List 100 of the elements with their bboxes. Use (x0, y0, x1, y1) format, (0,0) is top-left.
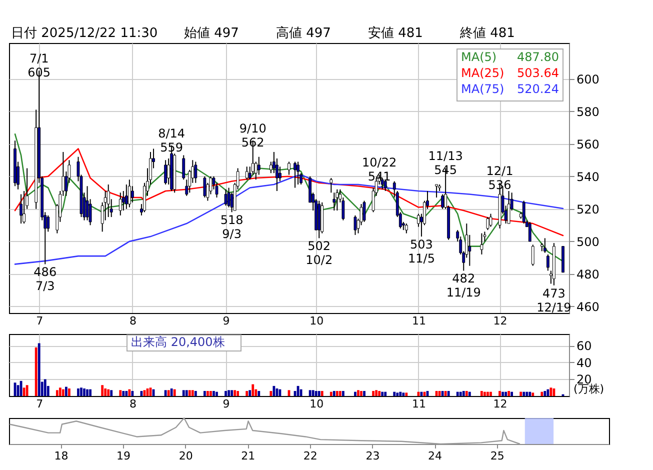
candlestick (227, 187, 230, 208)
bar (246, 390, 248, 396)
bar (210, 390, 212, 396)
bar (131, 390, 134, 396)
bar (167, 390, 170, 396)
annotation: 10/22 541 (362, 156, 397, 184)
bar (258, 390, 260, 396)
bar (185, 390, 188, 396)
bar (248, 390, 252, 396)
bar (490, 392, 492, 396)
bar (544, 390, 546, 396)
candlestick (330, 178, 333, 194)
bar (170, 388, 173, 396)
bar (77, 388, 80, 396)
annotation: 520.24 (517, 82, 559, 96)
candlestick (194, 161, 198, 184)
candlestick (46, 214, 50, 232)
candlestick (167, 158, 170, 186)
bar (34, 347, 38, 396)
bar (526, 392, 528, 396)
x-tick-label: 9 (222, 314, 230, 328)
bar (393, 392, 396, 396)
annotation: 487.80 (517, 50, 559, 64)
annotation: 11/13 545 (428, 149, 463, 178)
bar (83, 388, 86, 396)
candlestick (203, 176, 206, 198)
x-tick-label: 9 (222, 398, 230, 410)
text: 高値 497 (276, 25, 331, 41)
candlestick (118, 192, 122, 216)
candlestick (480, 232, 484, 255)
bar (336, 390, 338, 396)
bar (546, 389, 550, 396)
bar (550, 388, 552, 396)
candlestick (362, 200, 366, 222)
candlestick (543, 238, 546, 254)
bar (236, 390, 240, 396)
bar (360, 390, 362, 396)
text: MA(5) (461, 50, 497, 64)
bar (110, 390, 113, 396)
bar (107, 389, 110, 396)
bar (252, 384, 254, 396)
candlestick (332, 192, 336, 212)
bar (234, 390, 236, 396)
candlestick (354, 214, 357, 236)
bar (80, 388, 82, 396)
bar (504, 392, 507, 396)
text: MA(75) (461, 82, 504, 96)
x-tick-label: 10 (310, 398, 324, 410)
annotation: 486 7/3 (34, 265, 57, 294)
bar (498, 390, 501, 396)
bar (465, 390, 468, 396)
bar (173, 389, 176, 396)
candlestick (124, 184, 128, 210)
x-tick-label: 22 (303, 450, 318, 462)
candlestick (296, 161, 300, 186)
bar (38, 343, 40, 396)
bar (338, 390, 342, 396)
annotation: 482 11/19 (446, 272, 481, 300)
x-tick-label: 21 (241, 450, 256, 462)
bar (480, 390, 483, 396)
y-tick-label: 60 (576, 339, 592, 354)
candlestick (288, 161, 290, 176)
chart-title: 日付 2025/12/22 11:30 (11, 26, 158, 41)
candlestick (546, 254, 550, 272)
bar (552, 388, 556, 396)
bar (357, 390, 360, 396)
candlestick (278, 166, 282, 182)
bar (182, 390, 185, 396)
annotation: 502 10/2 (306, 239, 333, 268)
bar (510, 392, 513, 396)
bar (378, 390, 381, 396)
bar (122, 390, 125, 396)
bar (508, 390, 510, 396)
annotation: 12/1 536 (486, 164, 514, 192)
bar (270, 390, 272, 396)
annotation: 518 9/3 (220, 213, 244, 242)
bar (502, 392, 504, 396)
bar (483, 392, 486, 396)
bar (44, 379, 46, 396)
bar (194, 390, 197, 396)
candlestick (86, 186, 89, 221)
text: MA(25) (461, 66, 504, 80)
candlestick (384, 179, 387, 192)
y-tick-label: 500 (576, 234, 600, 249)
bar (119, 390, 122, 396)
x-tick-label: 8 (129, 314, 136, 328)
bar (441, 390, 444, 396)
bar (128, 389, 131, 396)
y-tick-label: 480 (576, 267, 600, 282)
bar (405, 392, 408, 396)
bar (520, 392, 522, 396)
y-tick-label: 560 (576, 137, 600, 152)
bar (89, 389, 92, 396)
candlestick (106, 184, 110, 218)
bar (224, 390, 227, 396)
candlestick (441, 194, 444, 210)
bar (62, 389, 64, 396)
bar (332, 390, 336, 396)
x-tick-label: 23 (366, 450, 380, 462)
bar (125, 390, 128, 396)
